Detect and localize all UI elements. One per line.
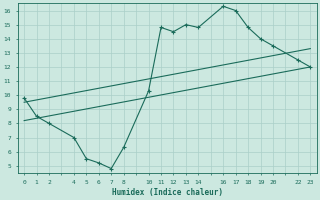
X-axis label: Humidex (Indice chaleur): Humidex (Indice chaleur) bbox=[112, 188, 223, 197]
